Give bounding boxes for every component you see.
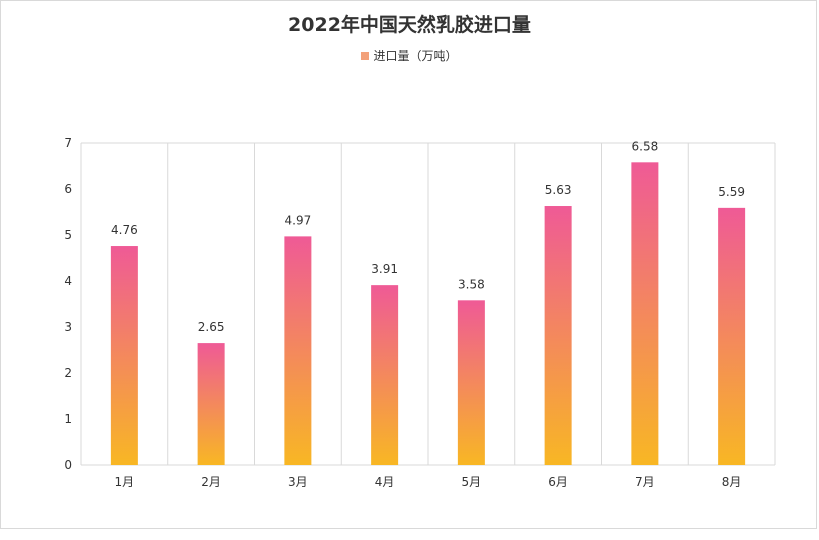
bar[interactable]: [197, 343, 225, 465]
data-label: 5.63: [545, 183, 572, 197]
x-tick-label: 8月: [722, 475, 742, 489]
x-tick-label: 5月: [462, 475, 482, 489]
y-tick-label: 2: [64, 366, 72, 380]
legend-swatch: [361, 52, 370, 60]
data-label: 6.58: [632, 139, 659, 153]
y-tick-label: 6: [64, 182, 72, 196]
y-tick-label: 5: [64, 228, 72, 242]
data-label: 4.97: [285, 213, 312, 227]
x-tick-label: 7月: [635, 475, 655, 489]
bar[interactable]: [110, 246, 138, 465]
bar[interactable]: [544, 206, 572, 465]
legend-label: 进口量（万吨）: [373, 49, 458, 63]
data-label: 2.65: [198, 320, 225, 334]
y-tick-label: 4: [64, 274, 72, 288]
bar[interactable]: [631, 162, 659, 465]
x-tick-label: 3月: [288, 475, 308, 489]
bar[interactable]: [284, 236, 312, 465]
x-tick-label: 6月: [548, 475, 568, 489]
chart-title: 2022年中国天然乳胶进口量: [288, 14, 531, 36]
data-label: 4.76: [111, 223, 138, 237]
y-tick-label: 0: [64, 458, 72, 472]
legend[interactable]: 进口量（万吨）: [0, 47, 819, 64]
data-label: 3.91: [371, 262, 398, 276]
bar[interactable]: [371, 285, 399, 465]
data-label: 3.58: [458, 277, 485, 291]
y-tick-label: 7: [64, 136, 72, 150]
bar[interactable]: [718, 207, 746, 466]
y-tick-label: 3: [64, 320, 72, 334]
x-tick-label: 2月: [201, 475, 221, 489]
y-tick-label: 1: [64, 412, 72, 426]
data-label: 5.59: [718, 185, 745, 199]
bar[interactable]: [457, 300, 485, 465]
x-tick-label: 1月: [115, 475, 135, 489]
x-tick-label: 4月: [375, 475, 395, 489]
